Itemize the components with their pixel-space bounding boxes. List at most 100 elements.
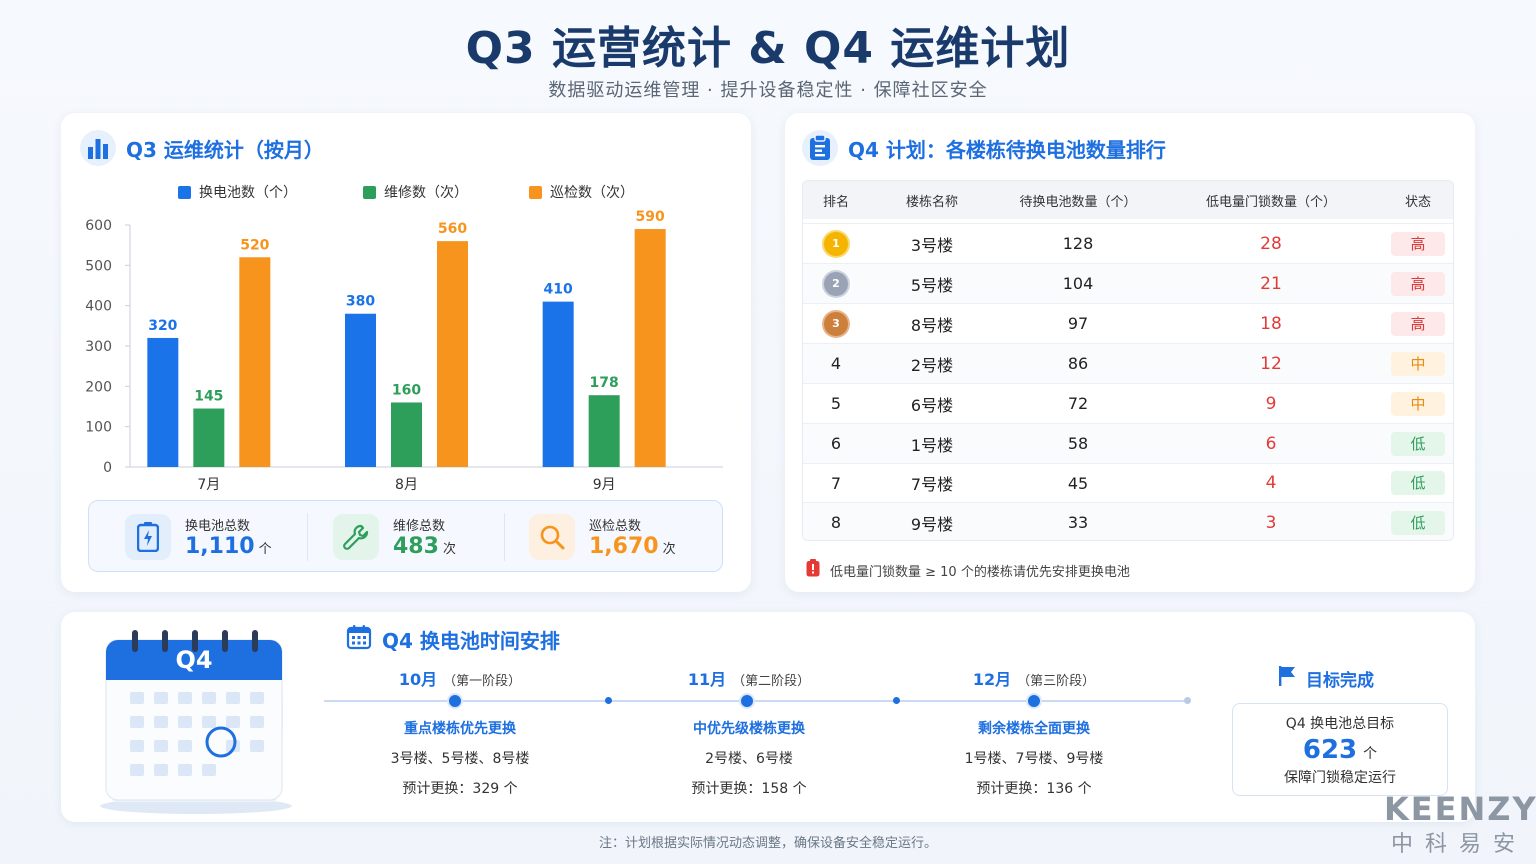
phase-buildings: 3号楼、5号楼、8号楼 bbox=[390, 751, 530, 767]
gold-medal-icon: 1 bbox=[824, 231, 848, 256]
low-cell: 28 bbox=[1260, 233, 1282, 254]
goal-label: Q4 换电池总目标 bbox=[1285, 716, 1395, 732]
wrench-icon bbox=[333, 514, 379, 560]
qty-cell: 104 bbox=[1062, 274, 1094, 293]
rank-cell: 7 bbox=[830, 473, 842, 493]
legend-swatch bbox=[178, 185, 191, 199]
goal-unit: 个 bbox=[1363, 746, 1378, 762]
building-cell: 2号楼 bbox=[910, 355, 954, 375]
phase-november: 11月 （第二阶段） 中优先级楼栋更换 2号楼、6号楼 预计更换：158 个 bbox=[614, 666, 884, 798]
timeline-divider-dot bbox=[605, 697, 612, 704]
status-badge: 中 bbox=[1391, 351, 1445, 376]
legend-item-repair: 维修数（次） bbox=[363, 182, 468, 202]
flag-icon bbox=[1278, 666, 1296, 691]
table-row: 3 8号楼 97 18 高 bbox=[803, 303, 1453, 343]
priority-note: 低电量门锁数量 ≥ 10 个的楼栋请优先安排更换电池 bbox=[806, 559, 1130, 581]
page-subtitle: 数据驱动运维管理 · 提升设备稳定性 · 保障社区安全 bbox=[548, 80, 988, 101]
summary-label: 换电池总数 bbox=[185, 519, 251, 534]
table-row: 7 7号楼 45 4 低 bbox=[803, 463, 1453, 502]
legend-label: 换电池数（个） bbox=[199, 185, 297, 201]
y-tick-label: 500 bbox=[85, 258, 112, 274]
q4-card-title: Q4 计划：各楼栋待换电池数量排行 bbox=[848, 137, 1166, 162]
rank-cell: 5 bbox=[830, 394, 842, 413]
phase-title: 中优先级楼栋更换 bbox=[693, 721, 805, 737]
note-text: 低电量门锁数量 ≥ 10 个的楼栋请优先安排更换电池 bbox=[830, 564, 1130, 580]
rank-cell: 3 bbox=[803, 311, 869, 336]
phase-estimate: 预计更换：136 个 bbox=[976, 781, 1092, 797]
legend-swatch bbox=[529, 185, 542, 199]
phase-month: 12月 bbox=[972, 670, 1012, 689]
phase-title: 剩余楼栋全面更换 bbox=[978, 721, 1090, 737]
table-row: 2 5号楼 104 21 高 bbox=[803, 263, 1453, 303]
phase-estimate: 预计更换：158 个 bbox=[691, 781, 807, 797]
low-cell: 18 bbox=[1260, 313, 1282, 334]
clipboard-icon bbox=[802, 130, 838, 166]
alert-battery-icon bbox=[806, 559, 820, 581]
summary-value: 1,670 bbox=[589, 534, 659, 559]
qty-cell: 86 bbox=[1067, 354, 1089, 373]
goal-panel: Q4 换电池总目标 623 个 保障门锁稳定运行 bbox=[1232, 703, 1448, 796]
status-badge: 高 bbox=[1391, 271, 1445, 296]
silver-medal-icon: 2 bbox=[824, 271, 848, 296]
q4-card-header: Q4 计划：各楼栋待换电池数量排行 bbox=[802, 130, 1166, 166]
bar bbox=[437, 241, 468, 467]
data-label: 178 bbox=[590, 375, 619, 391]
data-label: 560 bbox=[438, 221, 467, 237]
legend-swatch bbox=[363, 185, 376, 199]
status-cell: 高 bbox=[1381, 231, 1453, 256]
data-label: 520 bbox=[240, 237, 269, 253]
status-cell: 低 bbox=[1381, 510, 1453, 535]
status-badge: 中 bbox=[1391, 391, 1445, 416]
table-row: 8 9号楼 33 3 低 bbox=[803, 502, 1453, 540]
x-tick-label: 7月 bbox=[197, 477, 220, 493]
footer-note: 注：计划根据实际情况动态调整，确保设备安全稳定运行。 bbox=[598, 836, 937, 851]
qty-cell: 33 bbox=[1067, 513, 1089, 532]
low-cell: 9 bbox=[1265, 393, 1277, 414]
low-cell: 6 bbox=[1265, 433, 1277, 454]
bar bbox=[239, 257, 271, 467]
calendar-label: Q4 bbox=[175, 646, 213, 674]
battery-icon bbox=[125, 514, 171, 560]
y-tick-label: 600 bbox=[85, 218, 112, 234]
column-header-qty: 待换电池数量（个） bbox=[1019, 194, 1137, 210]
divider bbox=[307, 513, 308, 561]
schedule-title: Q4 换电池时间安排 bbox=[382, 628, 560, 653]
data-label: 320 bbox=[148, 318, 177, 334]
summary-label: 维修总数 bbox=[393, 519, 446, 534]
phase-month: 10月 bbox=[398, 670, 438, 689]
summary-battery: 换电池总数 1,110 个 bbox=[125, 501, 272, 573]
timeline-milestone-dot bbox=[739, 693, 755, 709]
building-cell: 3号楼 bbox=[910, 235, 954, 255]
low-cell: 12 bbox=[1260, 353, 1282, 374]
y-tick-label: 100 bbox=[85, 420, 112, 436]
rank-number: 2 bbox=[832, 277, 840, 290]
rank-cell: 6 bbox=[830, 434, 842, 453]
bar bbox=[588, 395, 620, 467]
building-cell: 1号楼 bbox=[910, 435, 954, 455]
phase-december: 12月 （第三阶段） 剩余楼栋全面更换 1号楼、7号楼、9号楼 预计更换：136 … bbox=[899, 666, 1169, 798]
phase-title: 重点楼栋优先更换 bbox=[404, 721, 516, 737]
data-label: 590 bbox=[636, 209, 665, 225]
goal-caption: 保障门锁稳定运行 bbox=[1284, 770, 1396, 786]
timeline-milestone-dot bbox=[1026, 693, 1042, 709]
timeline-track bbox=[324, 700, 1190, 702]
rank-number: 1 bbox=[832, 237, 840, 250]
schedule-header: Q4 换电池时间安排 bbox=[346, 624, 560, 654]
timeline-divider-dot bbox=[893, 697, 900, 704]
bar-chart-icon bbox=[80, 130, 116, 166]
calendar-icon bbox=[346, 624, 372, 654]
phase-stage: （第二阶段） bbox=[732, 674, 811, 689]
summary-unit: 个 bbox=[258, 542, 272, 557]
status-badge: 低 bbox=[1391, 431, 1445, 456]
summary-unit: 次 bbox=[442, 542, 456, 557]
phase-october: 10月 （第一阶段） 重点楼栋优先更换 3号楼、5号楼、8号楼 预计更换：329 … bbox=[325, 666, 595, 798]
phase-month: 11月 bbox=[687, 670, 727, 689]
summary-unit: 次 bbox=[662, 542, 676, 557]
low-cell: 3 bbox=[1265, 512, 1277, 533]
y-tick-label: 300 bbox=[85, 339, 112, 355]
qty-cell: 72 bbox=[1067, 394, 1089, 413]
summary-repair: 维修总数 483 次 bbox=[333, 501, 456, 573]
summary-value: 483 bbox=[393, 534, 439, 559]
brand-logo: KEENZY 中科易安 bbox=[1384, 790, 1536, 858]
